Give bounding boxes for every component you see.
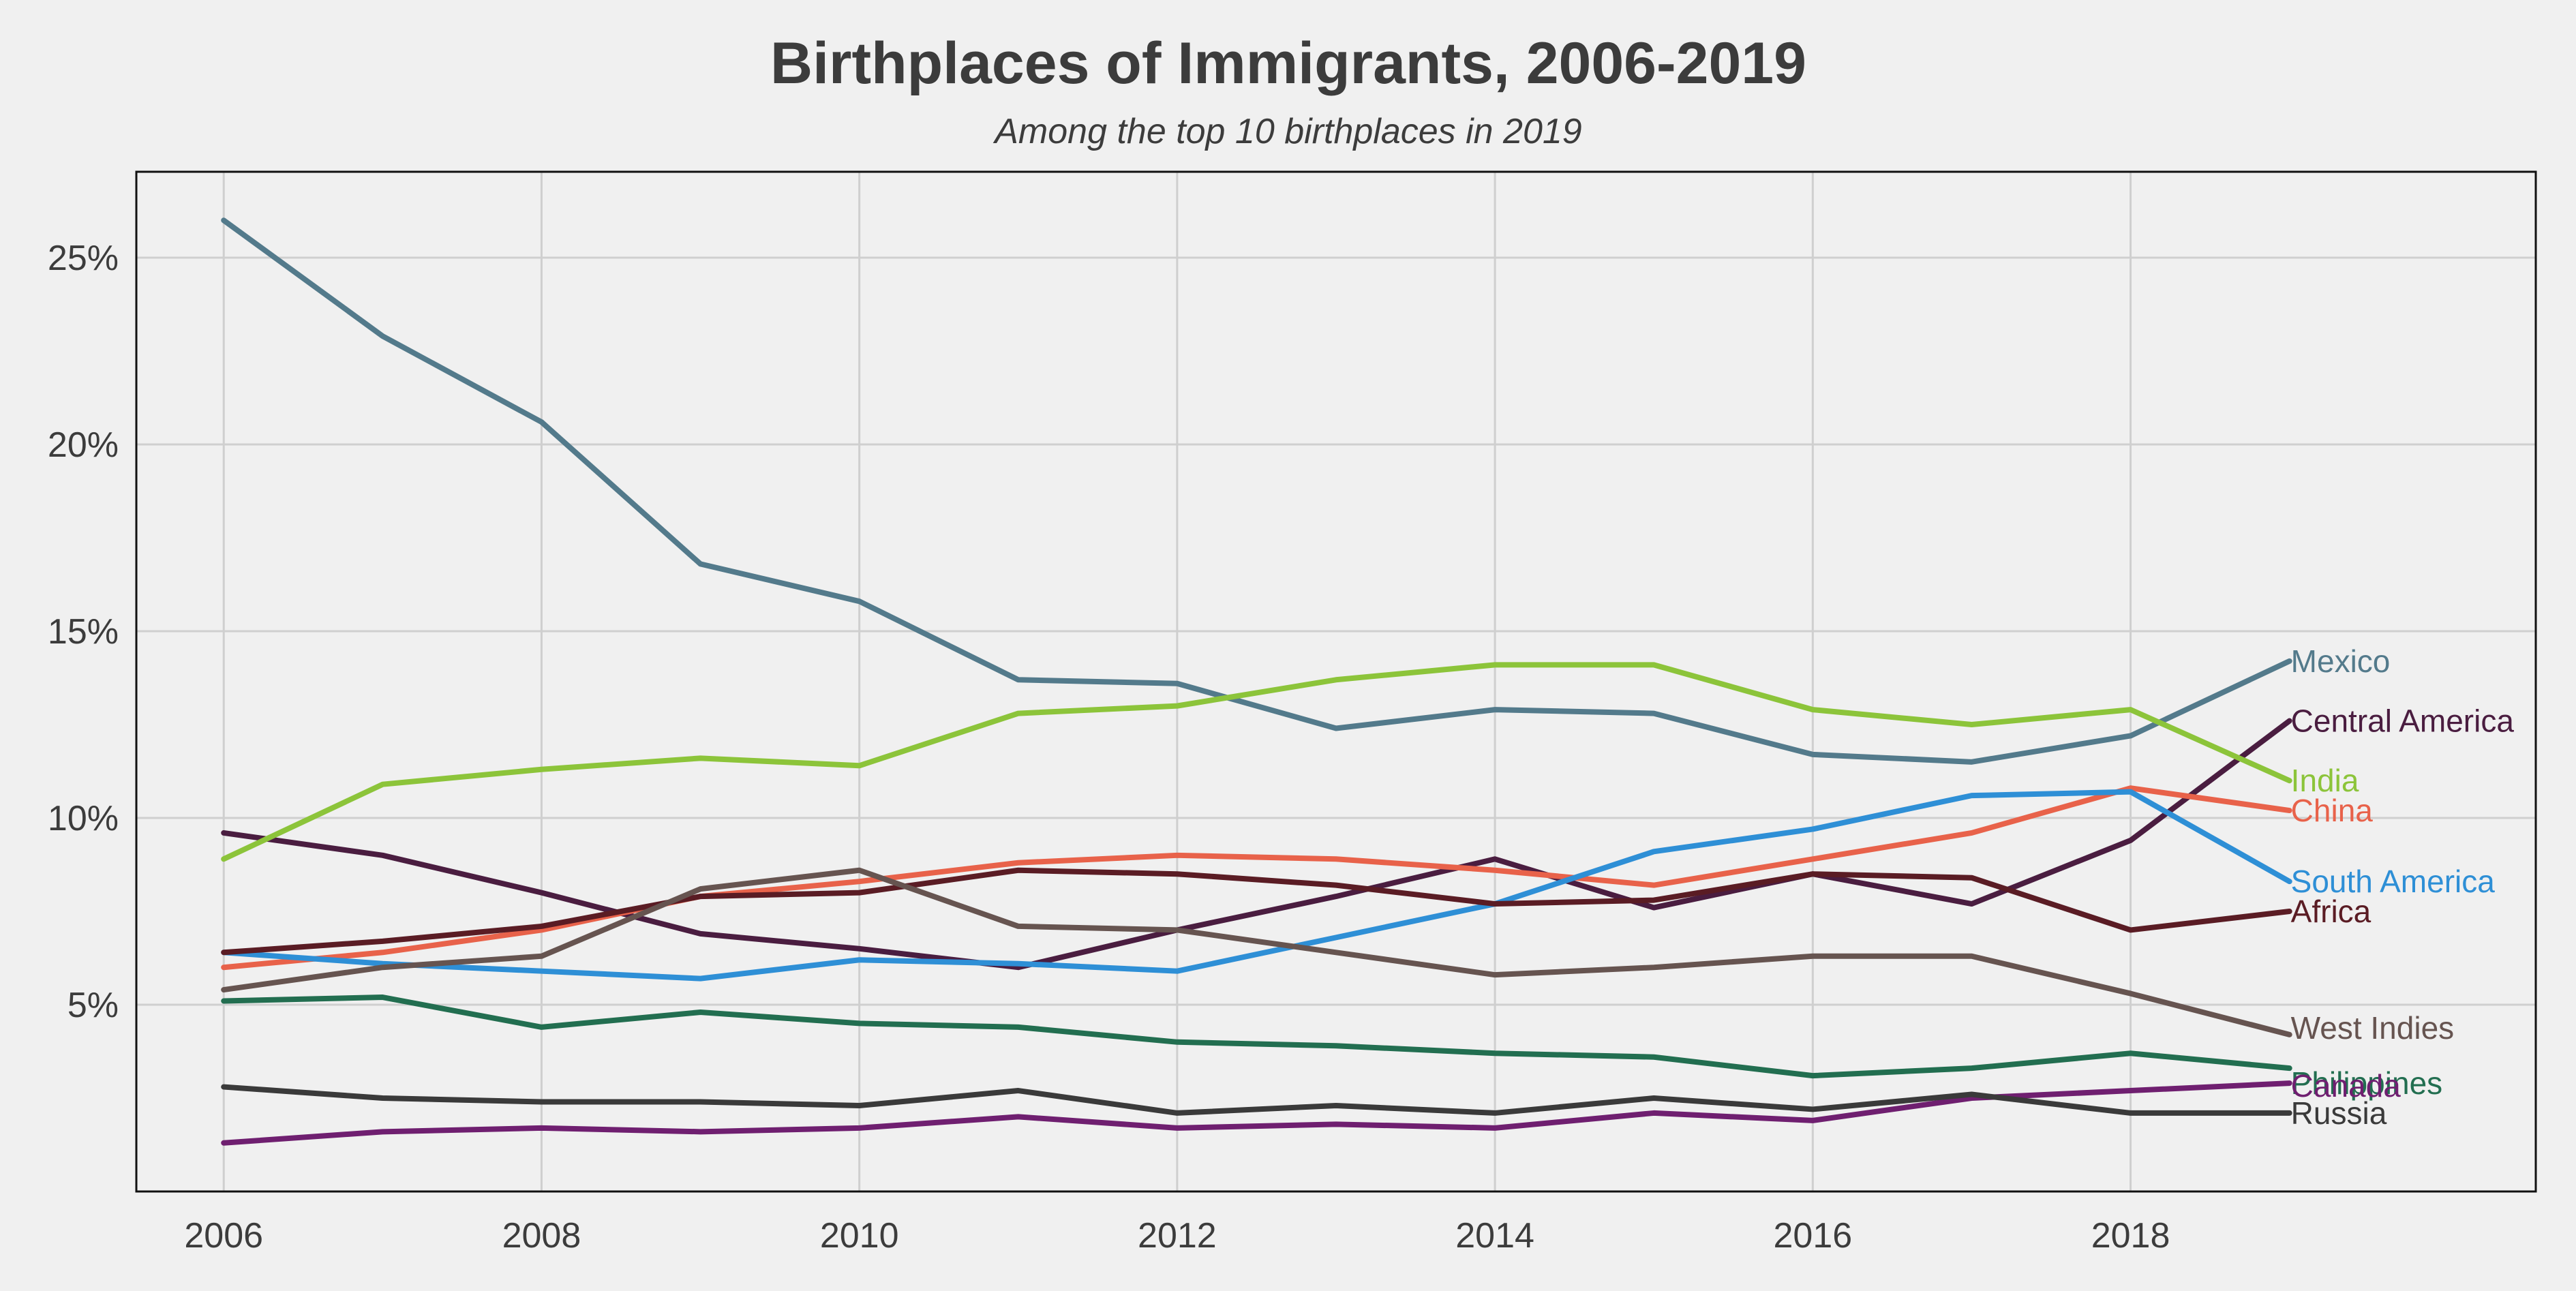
series-line-india: [221, 662, 2292, 862]
x-tick-label: 2006: [184, 1216, 263, 1256]
series-lines: [221, 217, 2292, 1146]
series-line-mexico: [221, 217, 2292, 765]
series-line-central-america: [221, 718, 2292, 971]
y-axis-ticks: 5% 10% 15% 20% 25%: [48, 239, 119, 1025]
series-line-africa: [221, 867, 2292, 956]
series-label-india: India: [2291, 763, 2359, 798]
series-line-west-indies: [221, 867, 2292, 1037]
series-line-russia: [221, 1084, 2292, 1116]
series-label-mexico: Mexico: [2291, 643, 2391, 679]
y-tick-label: 10%: [48, 799, 119, 838]
x-tick-label: 2016: [1773, 1216, 1852, 1256]
series-label-china: China: [2291, 793, 2374, 828]
series-label-russia: Russia: [2291, 1095, 2387, 1131]
x-tick-label: 2010: [820, 1216, 899, 1256]
y-tick-label: 25%: [48, 239, 119, 278]
series-label-canada: Canada: [2291, 1068, 2401, 1104]
chart-subtitle: Among the top 10 birthplaces in 2019: [992, 112, 1581, 151]
series-label-west-indies: West Indies: [2291, 1010, 2454, 1046]
chart-title: Birthplaces of Immigrants, 2006-2019: [770, 31, 1806, 96]
y-tick-label: 15%: [48, 612, 119, 652]
y-tick-label: 5%: [67, 986, 119, 1025]
series-line-china: [221, 785, 2292, 971]
grid-lines: [136, 172, 2536, 1191]
series-label-africa: Africa: [2291, 894, 2372, 929]
x-tick-label: 2008: [502, 1216, 581, 1256]
series-line-canada: [221, 1080, 2292, 1146]
x-axis-ticks: 2006 2008 2010 2012 2014 2016 2018: [184, 1216, 2170, 1256]
y-tick-label: 20%: [48, 425, 119, 465]
x-tick-label: 2012: [1138, 1216, 1217, 1256]
x-tick-label: 2018: [2091, 1216, 2170, 1256]
series-label-philippines: Philippines: [2291, 1065, 2442, 1101]
series-label-south-america: South America: [2291, 864, 2496, 899]
x-tick-label: 2014: [1455, 1216, 1534, 1256]
plot-frame: [135, 170, 2537, 1193]
series-line-south-america: [221, 789, 2292, 982]
series-label-central-america: Central America: [2291, 703, 2515, 739]
series-line-philippines: [221, 994, 2292, 1079]
